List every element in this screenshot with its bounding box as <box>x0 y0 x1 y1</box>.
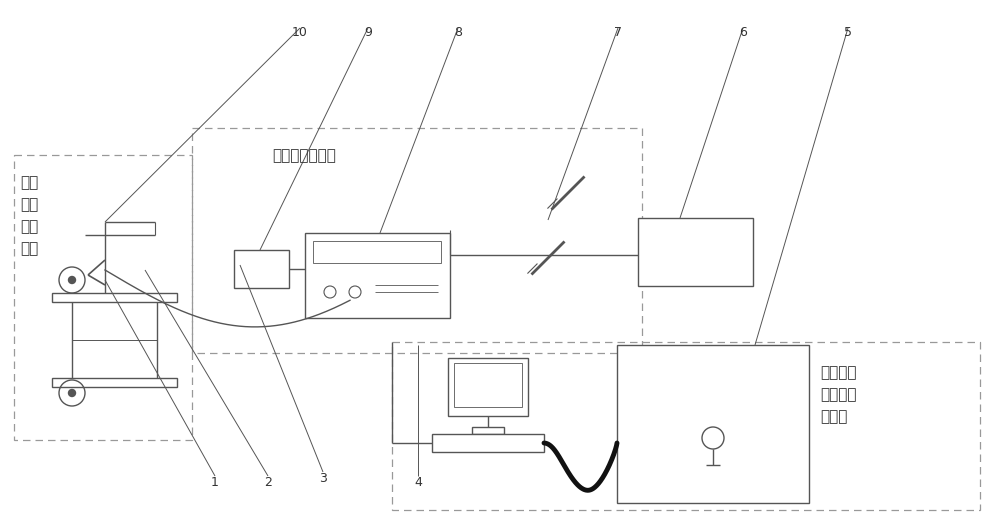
Bar <box>313 241 441 263</box>
Bar <box>52 378 177 387</box>
Text: 4: 4 <box>414 476 422 488</box>
Bar <box>14 155 192 440</box>
Text: 2: 2 <box>264 476 272 488</box>
Text: 5: 5 <box>844 25 852 39</box>
Text: 9: 9 <box>364 25 372 39</box>
Text: 8: 8 <box>454 25 462 39</box>
Bar <box>448 358 528 416</box>
Text: 1: 1 <box>211 476 219 488</box>
Bar <box>432 434 544 452</box>
Circle shape <box>68 389 76 397</box>
Text: 发射及接收裃置: 发射及接收裃置 <box>272 148 336 163</box>
Bar <box>617 345 809 503</box>
Bar <box>305 233 450 318</box>
Text: 3: 3 <box>319 471 327 485</box>
Text: 10: 10 <box>292 25 308 39</box>
Text: 伺服
二维
移动
平台: 伺服 二维 移动 平台 <box>20 175 38 257</box>
Bar <box>392 342 980 510</box>
Text: 6: 6 <box>739 25 747 39</box>
Circle shape <box>68 277 76 284</box>
Bar <box>638 218 753 286</box>
Bar <box>454 363 522 407</box>
Bar <box>234 250 289 288</box>
Bar <box>192 128 642 353</box>
Bar <box>472 427 504 434</box>
Text: 数据采集
处理及电
控系统: 数据采集 处理及电 控系统 <box>820 365 856 424</box>
Text: 7: 7 <box>614 25 622 39</box>
Bar <box>52 293 177 302</box>
